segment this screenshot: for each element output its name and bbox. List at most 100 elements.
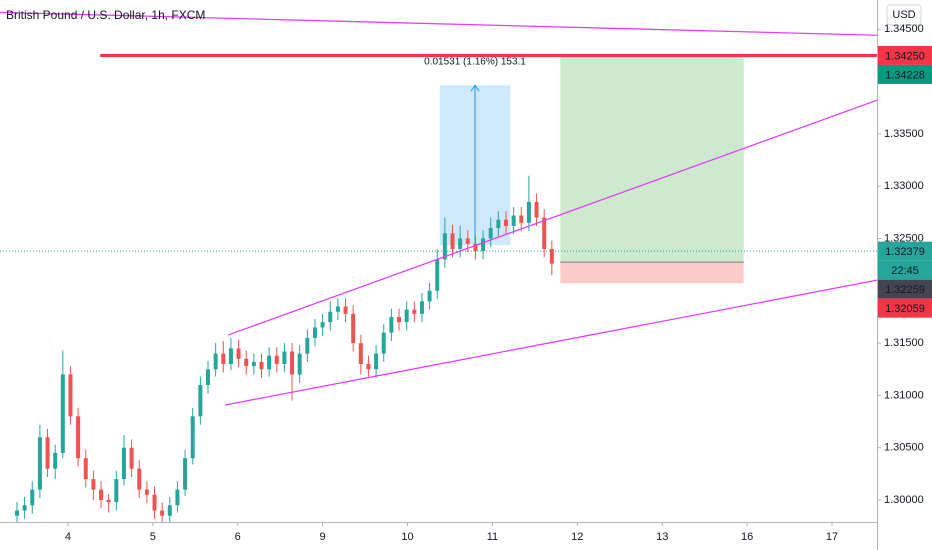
candle-body — [335, 306, 340, 312]
candle-body — [312, 327, 317, 338]
candle-body — [137, 468, 142, 490]
x-tick-label: 12 — [571, 531, 583, 543]
candle-body — [374, 353, 379, 370]
candle-body — [45, 437, 50, 469]
price-label: 1.34228 — [885, 69, 925, 81]
candle-body — [68, 374, 73, 417]
candle-body — [481, 238, 486, 252]
candle-body — [320, 322, 325, 328]
candle-body — [129, 447, 134, 469]
candle-body — [206, 369, 211, 385]
price-label-box — [878, 260, 932, 280]
candle-body — [236, 348, 241, 359]
candle-body — [190, 416, 195, 459]
plot-area — [0, 11, 877, 522]
candle-body — [267, 355, 272, 370]
candle-body — [175, 489, 180, 506]
candle-body — [60, 374, 65, 453]
candle-body — [30, 489, 35, 506]
candle-body — [114, 479, 119, 503]
candle-body — [259, 361, 264, 370]
y-tick-label: 1.32500 — [884, 232, 924, 244]
price-label: 22:45 — [891, 265, 919, 277]
candle-body — [503, 219, 508, 226]
candle-body — [435, 259, 440, 291]
candle-body — [244, 358, 249, 367]
chart-title: British Pound / U.S. Dollar, 1h, FXCM — [6, 8, 205, 22]
candle-body — [358, 343, 363, 365]
x-tick-label: 16 — [741, 531, 753, 543]
currency-badge[interactable] — [886, 4, 922, 26]
candle-body — [99, 489, 104, 501]
candle-body — [549, 248, 554, 264]
y-tick-label: 1.31000 — [884, 389, 924, 401]
candle-body — [412, 309, 417, 314]
stop-zone — [560, 262, 744, 284]
currency[interactable]: USD — [892, 9, 915, 21]
candle-body — [290, 351, 295, 375]
candle-body — [22, 505, 27, 511]
price-label: 1.32059 — [885, 303, 925, 315]
candle-body — [152, 494, 157, 511]
candle-body — [297, 353, 302, 375]
x-tick-label: 17 — [826, 531, 838, 543]
candle-body — [381, 332, 386, 354]
candle-body — [343, 306, 348, 314]
candle-body — [328, 311, 333, 323]
candle-body — [221, 353, 226, 365]
candle-body — [282, 351, 287, 365]
price-label: 1.34250 — [885, 50, 925, 62]
y-tick-label: 1.33500 — [884, 128, 924, 140]
candle-body — [213, 353, 218, 370]
candle-body — [106, 500, 111, 503]
y-tick-label: 1.31500 — [884, 337, 924, 349]
candle-body — [228, 348, 233, 365]
y-tick-label: 1.34500 — [884, 23, 924, 35]
candle-body — [83, 458, 88, 480]
candle-body — [14, 510, 19, 516]
candle-body — [442, 233, 447, 260]
x-tick-label: 6 — [235, 531, 241, 543]
y-tick-label: 1.30500 — [884, 442, 924, 454]
candle-body — [366, 364, 371, 370]
candle-body — [496, 219, 501, 229]
price-label: 1.32259 — [885, 284, 925, 296]
measure-label: 0.01531 (1.16%) 153.1 — [424, 57, 526, 68]
candle-body — [183, 458, 188, 490]
candle-body — [76, 416, 81, 459]
trend-line — [227, 99, 877, 336]
candle-body — [91, 479, 96, 490]
candle-body — [37, 437, 42, 490]
candle-body — [53, 452, 58, 469]
price-label-box — [878, 241, 932, 261]
candle-body — [198, 384, 203, 417]
candle-body — [404, 309, 409, 323]
candle-body — [534, 201, 539, 218]
candle-body — [465, 238, 470, 244]
candle-body — [511, 215, 516, 226]
x-tick-label: 5 — [150, 531, 156, 543]
candle-body — [121, 447, 126, 480]
candle-body — [542, 217, 547, 249]
x-tick-label: 9 — [320, 531, 326, 543]
candle-body — [458, 238, 463, 249]
candle-body — [144, 489, 149, 495]
candle-body — [160, 510, 165, 516]
candle-body — [167, 505, 172, 516]
x-tick-label: 13 — [656, 531, 668, 543]
candle-body — [519, 215, 524, 223]
candle-body — [305, 337, 310, 354]
candle-body — [397, 316, 402, 323]
candle-body — [389, 316, 394, 333]
price-label-box — [878, 64, 932, 84]
trend-line — [224, 279, 877, 406]
candle-body — [488, 228, 493, 239]
y-tick-label: 1.33000 — [884, 180, 924, 192]
candle-body — [274, 355, 279, 365]
candle-body — [251, 361, 256, 367]
trend-line — [0, 11, 877, 36]
y-tick-label: 1.30000 — [884, 494, 924, 506]
price-label-box — [878, 279, 932, 299]
